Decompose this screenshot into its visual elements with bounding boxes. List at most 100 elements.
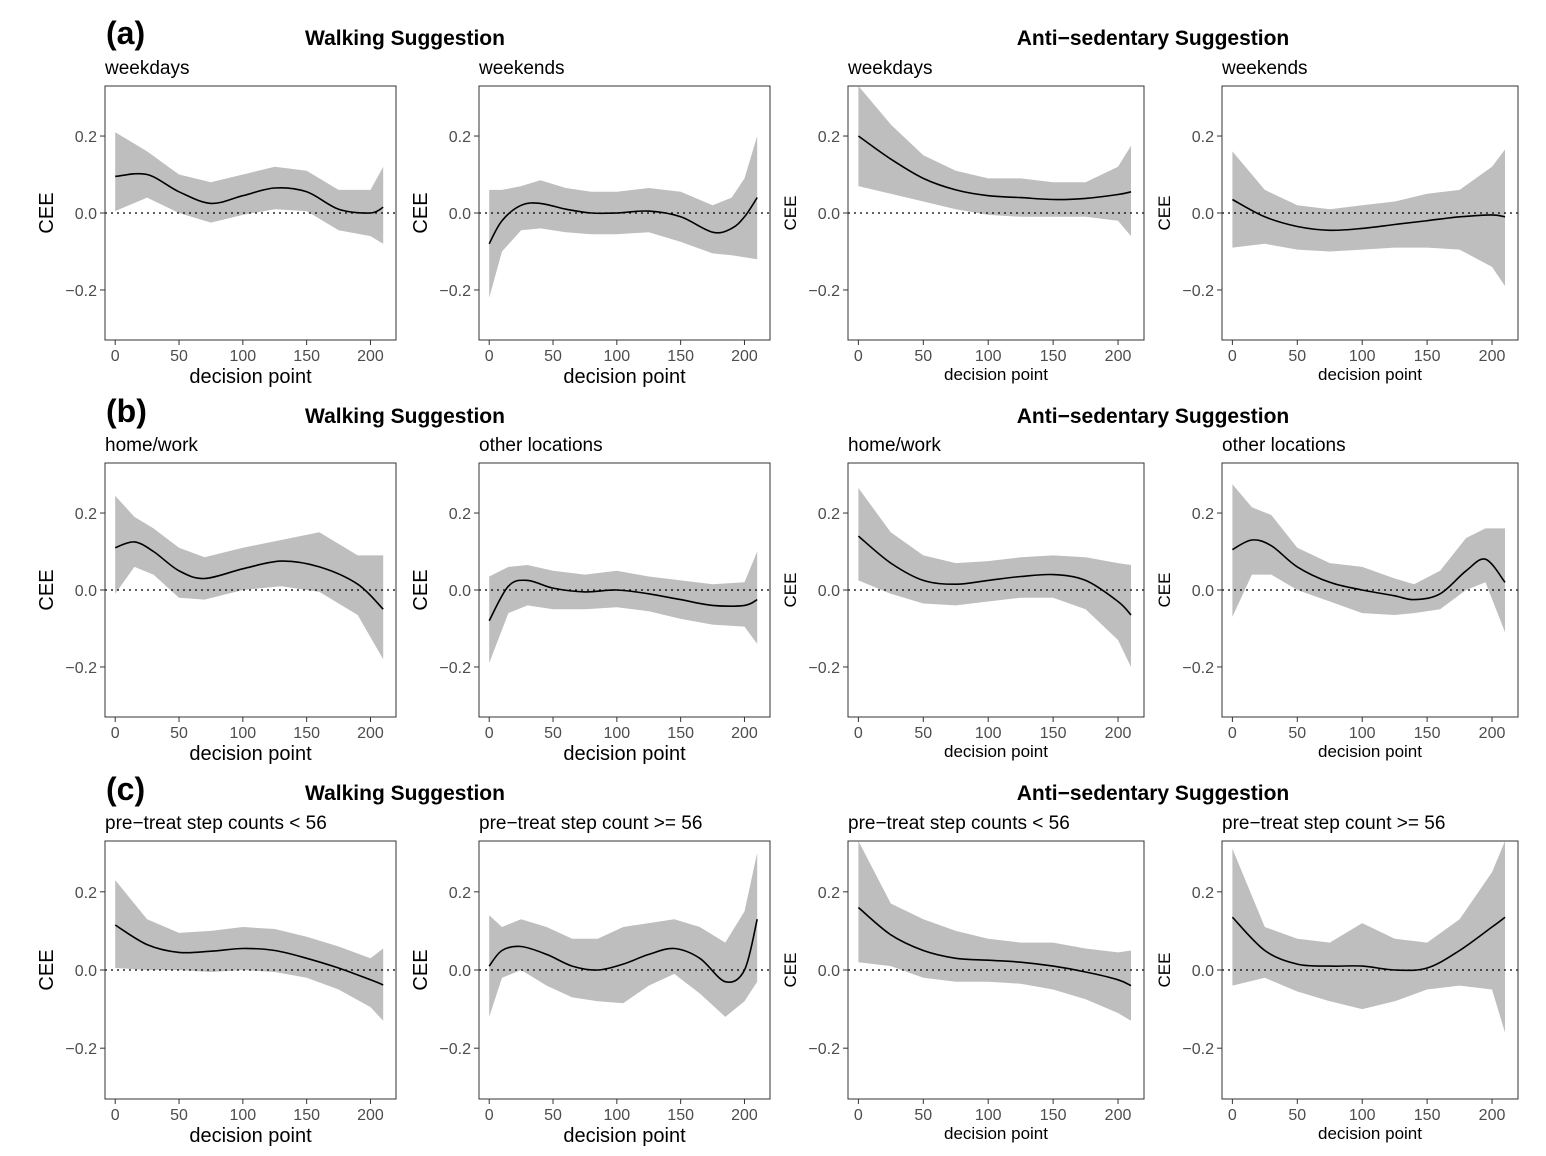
x-axis-label: decision point: [189, 366, 312, 388]
y-axis-label: CEE: [1155, 573, 1174, 608]
y-axis-label: CEE: [36, 569, 58, 610]
confidence-band: [1232, 484, 1505, 633]
y-tick-label: 0.0: [75, 583, 97, 600]
y-tick-label: −0.2: [439, 660, 471, 677]
x-tick-label: 0: [854, 348, 863, 365]
walking-group-title: Walking Suggestion: [305, 405, 505, 428]
x-tick-label: 100: [975, 725, 1002, 742]
y-tick-label: 0.0: [818, 583, 840, 600]
x-tick-label: 100: [1349, 348, 1376, 365]
y-axis-label: CEE: [410, 192, 432, 233]
panel-title: pre−treat step count >= 56: [479, 813, 702, 834]
x-tick-label: 150: [667, 725, 694, 742]
y-tick-label: 0.0: [449, 583, 471, 600]
y-axis-label: CEE: [410, 569, 432, 610]
x-tick-label: 150: [1040, 348, 1067, 365]
y-tick-label: 0.2: [818, 506, 840, 523]
confidence-band: [489, 551, 758, 664]
y-axis-label: CEE: [781, 196, 800, 231]
y-tick-label: 0.2: [449, 506, 471, 523]
y-tick-label: 0.2: [75, 506, 97, 523]
cee-estimate-line: [857, 135, 1132, 201]
cee-estimate-line: [1231, 916, 1506, 972]
x-tick-label: 150: [1414, 348, 1441, 365]
y-axis-label: CEE: [1155, 196, 1174, 231]
cee-estimate-line: [114, 541, 384, 610]
x-tick-label: 100: [1349, 725, 1376, 742]
x-tick-label: 200: [357, 348, 384, 365]
y-tick-label: 0.0: [75, 206, 97, 223]
row-tag: (c): [106, 771, 145, 807]
x-tick-label: 50: [1288, 348, 1306, 365]
x-tick-label: 100: [975, 1107, 1002, 1124]
x-tick-label: 0: [485, 348, 494, 365]
y-tick-label: 0.2: [75, 129, 97, 146]
x-tick-label: 100: [603, 725, 630, 742]
y-tick-label: −0.2: [65, 1041, 97, 1058]
y-axis-label: CEE: [781, 953, 800, 988]
y-tick-label: 0.0: [449, 206, 471, 223]
y-tick-label: −0.2: [1182, 283, 1214, 300]
y-tick-label: −0.2: [439, 1041, 471, 1058]
panel-title: pre−treat step count >= 56: [1222, 813, 1445, 834]
cee-estimate-line: [488, 579, 758, 622]
panel-title: home/work: [848, 435, 941, 456]
panel: weekdays 0 50 100 150 200 −0.2 0.0 0.2 decision p…: [781, 58, 1145, 384]
cee-estimate-line: [857, 535, 1132, 616]
x-tick-label: 200: [1105, 725, 1132, 742]
x-tick-label: 50: [914, 725, 932, 742]
x-tick-label: 50: [914, 1107, 932, 1124]
cee-estimate-line: [115, 172, 384, 214]
y-tick-label: −0.2: [808, 283, 840, 300]
y-tick-label: 0.2: [1192, 129, 1214, 146]
x-axis-label: decision point: [189, 743, 312, 765]
panel: weekdays 0 50 100 150 200 −0.2 0.0 0.2 decision p…: [36, 58, 397, 388]
cee-estimate-line: [1232, 198, 1506, 232]
confidence-band: [1232, 149, 1505, 287]
x-tick-label: 100: [603, 1107, 630, 1124]
panel: other locations 0 50 100 150 200 −0.2 0.0 0.2 dec…: [1155, 435, 1519, 761]
x-tick-label: 50: [544, 725, 562, 742]
y-tick-label: 0.2: [818, 885, 840, 902]
x-tick-label: 0: [854, 1107, 863, 1124]
x-tick-label: 0: [111, 725, 120, 742]
anti-sedentary-group-title: Anti−sedentary Suggestion: [1017, 405, 1289, 428]
panel-title: weekends: [478, 58, 565, 79]
confidence-band: [858, 841, 1131, 1021]
x-tick-label: 0: [485, 1107, 494, 1124]
x-tick-label: 150: [1414, 725, 1441, 742]
y-tick-label: 0.2: [1192, 885, 1214, 902]
panel: weekends 0 50 100 150 200 −0.2 0.0 0.2 decision p…: [1155, 58, 1519, 384]
confidence-band: [489, 852, 758, 1017]
x-tick-label: 50: [1288, 725, 1306, 742]
panel-title: home/work: [105, 435, 198, 456]
row-tag: (b): [106, 393, 147, 429]
x-tick-label: 0: [1228, 1107, 1237, 1124]
x-tick-label: 200: [731, 1107, 758, 1124]
y-tick-label: −0.2: [65, 283, 97, 300]
cee-estimate-line: [1232, 539, 1506, 601]
panel-title: weekdays: [104, 58, 190, 79]
x-tick-label: 0: [111, 348, 120, 365]
y-tick-label: 0.0: [1192, 963, 1214, 980]
panel: pre−treat step counts < 56 0 50 100 150 200 −0…: [781, 813, 1145, 1143]
x-tick-label: 200: [357, 1107, 384, 1124]
y-tick-label: 0.0: [1192, 583, 1214, 600]
x-tick-label: 50: [914, 348, 932, 365]
cee-estimate-line: [488, 919, 758, 983]
y-axis-label: CEE: [36, 192, 58, 233]
y-tick-label: 0.0: [818, 206, 840, 223]
x-tick-label: 150: [293, 1107, 320, 1124]
x-tick-label: 100: [229, 348, 256, 365]
confidence-band: [115, 132, 384, 244]
x-tick-label: 100: [603, 348, 630, 365]
panel: home/work 0 50 100 150 200 −0.2 0.0 0.2 decision …: [36, 435, 397, 765]
x-tick-label: 150: [667, 1107, 694, 1124]
x-tick-label: 200: [1105, 348, 1132, 365]
x-tick-label: 50: [170, 348, 188, 365]
x-axis-label: decision point: [944, 1124, 1048, 1143]
y-tick-label: −0.2: [1182, 660, 1214, 677]
y-axis-label: CEE: [410, 949, 432, 990]
x-tick-label: 150: [667, 348, 694, 365]
